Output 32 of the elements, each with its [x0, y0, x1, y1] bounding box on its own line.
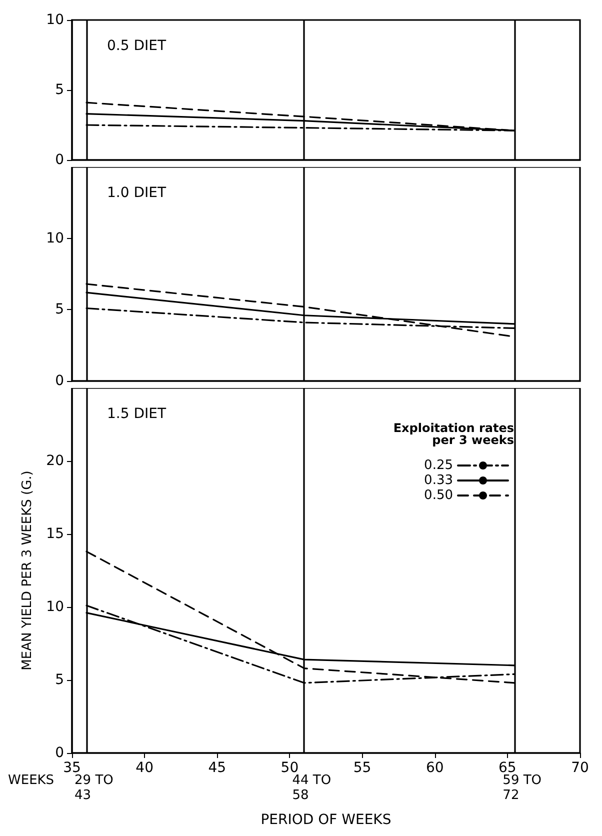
y-tick-label: 0	[55, 152, 64, 168]
y-tick-label: 5	[55, 672, 64, 688]
ref-line-label: 59 TO 72	[502, 772, 542, 802]
text: WEEKS	[8, 772, 54, 788]
legend-label: 0.33	[424, 472, 453, 488]
y-tick-label: 0	[55, 373, 64, 389]
x-tick-label: 40	[136, 760, 154, 776]
x-tick-label: 50	[280, 760, 299, 776]
text: 1.0 DIET	[107, 185, 166, 201]
legend-label: 0.25	[424, 458, 453, 472]
ref-line-label: 29 TO 43	[74, 772, 114, 802]
y-tick-label: 15	[46, 526, 64, 542]
y-axis-title: MEAN YIELD PER 3 WEEKS (G.)	[20, 470, 35, 670]
y-tick-label: 0	[55, 744, 64, 760]
x-tick-label: 65	[498, 760, 516, 776]
y-tick-label: 20	[46, 452, 64, 468]
x-axis-title: PERIOD OF WEEKS	[260, 812, 392, 828]
y-tick-label: 10	[46, 230, 64, 246]
text: 1.5 DIET	[107, 406, 166, 422]
legend-label: 0.50	[424, 488, 453, 502]
legend-title: Exploitation rates per 3 weeks	[393, 420, 514, 446]
x-tick-label: 70	[571, 760, 589, 776]
y-tick-label: 5	[55, 302, 64, 318]
text: 0.5 DIET	[107, 38, 166, 54]
y-tick-label: 10	[46, 598, 64, 614]
x-tick-label: 60	[426, 760, 444, 776]
x-tick-label: 55	[353, 760, 372, 776]
x-tick-label: 35	[63, 760, 81, 776]
x-tick-label: 45	[208, 760, 226, 776]
y-tick-label: 10	[46, 12, 64, 28]
ref-line-label: 44 TO 58	[292, 772, 332, 802]
y-tick-label: 5	[55, 82, 64, 98]
